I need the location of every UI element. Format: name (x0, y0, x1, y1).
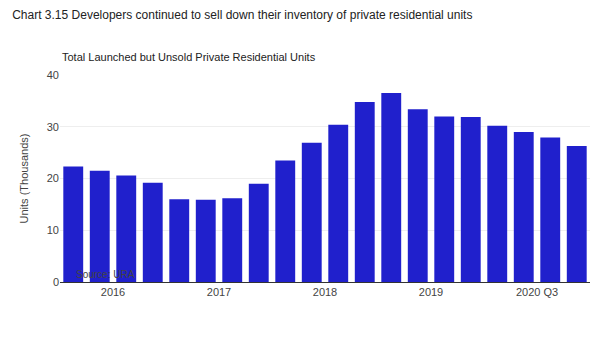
svg-text:2017: 2017 (207, 286, 231, 298)
svg-text:2016: 2016 (101, 286, 125, 298)
svg-text:20: 20 (47, 172, 59, 184)
svg-text:0: 0 (53, 276, 59, 288)
svg-text:Total Launched but Unsold Priv: Total Launched but Unsold Private Reside… (62, 51, 316, 63)
svg-text:2019: 2019 (419, 286, 443, 298)
svg-text:Chart 3.15 Developers continue: Chart 3.15 Developers continued to sell … (12, 8, 472, 22)
svg-text:2018: 2018 (313, 286, 337, 298)
svg-text:Source: URA: Source: URA (76, 269, 135, 280)
svg-text:Units (Thousands): Units (Thousands) (18, 134, 30, 224)
svg-text:30: 30 (47, 121, 59, 133)
svg-text:40: 40 (47, 69, 59, 81)
svg-text:10: 10 (47, 224, 59, 236)
svg-text:2020 Q3: 2020 Q3 (516, 286, 558, 298)
